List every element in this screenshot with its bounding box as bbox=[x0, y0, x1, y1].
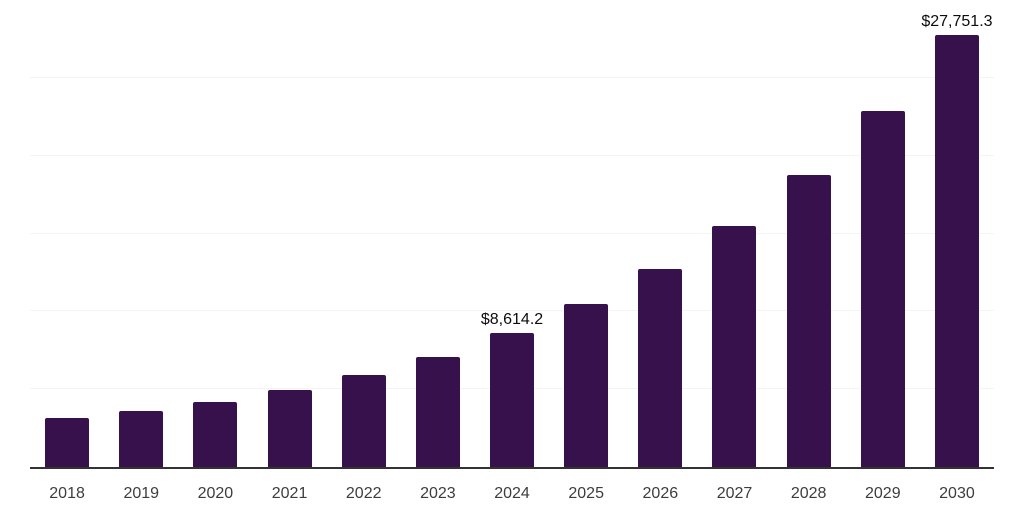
bar-slot-2020 bbox=[178, 0, 252, 467]
x-axis: 2018 2019 2020 2021 2022 2023 2024 2025 2026 2027… bbox=[30, 471, 994, 503]
bar-2019 bbox=[119, 410, 164, 467]
bar-slot-2024: $8,614.2 bbox=[475, 0, 549, 467]
bar-slot-2027 bbox=[697, 0, 771, 467]
bar-2018 bbox=[45, 418, 90, 467]
bar-2025 bbox=[564, 304, 609, 467]
x-tick-2026: 2026 bbox=[642, 485, 679, 502]
bar-slot-2019 bbox=[104, 0, 178, 467]
bar-slot-2021 bbox=[252, 0, 326, 467]
bar-slot-2025 bbox=[549, 0, 623, 467]
x-tick-2022: 2022 bbox=[345, 485, 382, 502]
bars-row: $8,614.2 $27,751.3 bbox=[30, 0, 994, 467]
bar-2026 bbox=[638, 269, 683, 467]
bar-2021 bbox=[267, 389, 312, 467]
x-tick-2029: 2029 bbox=[865, 485, 901, 502]
x-tick-2020: 2020 bbox=[197, 485, 234, 502]
gridline-15000 bbox=[30, 232, 994, 234]
bar-2024 bbox=[490, 332, 535, 467]
bar-slot-2022 bbox=[327, 0, 401, 467]
x-tick-2027: 2027 bbox=[716, 485, 753, 502]
value-label-2030: $27,751.3 bbox=[921, 13, 993, 31]
x-tick-2019: 2019 bbox=[123, 485, 160, 502]
x-tick-2023: 2023 bbox=[420, 485, 456, 502]
bar-2023 bbox=[415, 357, 460, 467]
x-tick-2018: 2018 bbox=[49, 485, 85, 502]
bar-2027 bbox=[712, 226, 757, 467]
bar-2028 bbox=[786, 174, 831, 467]
value-label-2024: $8,614.2 bbox=[480, 310, 544, 328]
bar-slot-2028 bbox=[772, 0, 846, 467]
gridline-25000 bbox=[30, 76, 994, 78]
x-tick-2021: 2021 bbox=[271, 485, 308, 502]
bar-2030 bbox=[934, 35, 979, 467]
x-tick-2025: 2025 bbox=[568, 485, 604, 502]
bar-slot-2026 bbox=[623, 0, 697, 467]
plot-area: $8,614.2 $27,751.3 bbox=[30, 0, 994, 469]
bar-slot-2023 bbox=[401, 0, 475, 467]
gridline-10000 bbox=[30, 310, 994, 312]
x-tick-2028: 2028 bbox=[790, 485, 827, 502]
bar-slot-2030: $27,751.3 bbox=[920, 0, 994, 467]
bar-2029 bbox=[860, 111, 905, 467]
bar-2022 bbox=[341, 375, 386, 467]
gridline-20000 bbox=[30, 154, 994, 156]
bar-2020 bbox=[193, 401, 238, 467]
x-tick-2024: 2024 bbox=[494, 485, 530, 502]
x-tick-2030: 2030 bbox=[939, 485, 975, 502]
bar-slot-2018 bbox=[30, 0, 104, 467]
bar-slot-2029 bbox=[846, 0, 920, 467]
